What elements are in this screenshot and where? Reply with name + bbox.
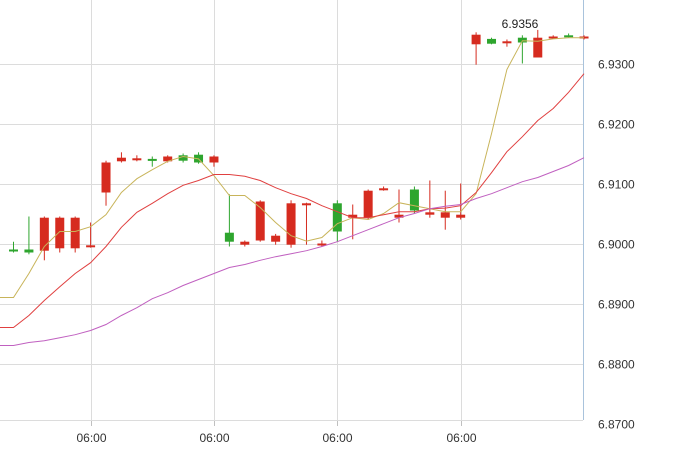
candle [286, 200, 296, 248]
candle-body [240, 241, 250, 245]
candle [271, 233, 281, 245]
y-tick-label: 6.8700 [598, 418, 635, 432]
high-value-label: 6.9356 [502, 17, 539, 31]
y-tick-label: 6.8800 [598, 358, 635, 372]
candle-body [39, 217, 49, 251]
candle [55, 216, 65, 253]
y-tick-label: 6.9200 [598, 118, 635, 132]
x-tick-label: 06:00 [446, 431, 476, 445]
candle [70, 216, 80, 253]
x-tick-labels: 06:00 06:00 06:00 06:00 [76, 431, 476, 445]
ma-long-line [0, 157, 585, 346]
candle-body [178, 155, 188, 161]
candle [132, 155, 142, 162]
candle [147, 156, 157, 167]
y-tick-label: 6.8900 [598, 298, 635, 312]
candle-body [9, 249, 18, 252]
candle [348, 204, 358, 240]
candle-body [363, 190, 373, 218]
x-grid [91, 0, 462, 426]
ma-short-line [0, 37, 584, 298]
y-tick-label: 6.9100 [598, 178, 635, 192]
y-tick-labels: 6.9300 6.9200 6.9100 6.9000 6.8900 6.8800 6.87… [598, 58, 635, 432]
candle [24, 216, 34, 255]
candle-body [132, 158, 142, 161]
candle [471, 32, 481, 65]
candle-body [517, 37, 527, 43]
candle-body [332, 203, 342, 232]
candle [39, 216, 49, 261]
candle-body [533, 37, 543, 58]
candle-body [86, 245, 96, 248]
candle [240, 240, 250, 247]
candle [409, 186, 419, 214]
candle-body [301, 203, 311, 206]
moving-averages [0, 37, 585, 346]
candle [487, 37, 497, 45]
candle-body [55, 217, 65, 249]
candle-body [224, 232, 234, 242]
candle [209, 155, 219, 167]
candle [9, 241, 18, 253]
candle [116, 152, 126, 163]
candle [456, 183, 466, 220]
candle [440, 190, 450, 230]
candle-body [163, 156, 173, 162]
candle-body [286, 203, 296, 245]
candle-body [440, 212, 450, 218]
candle-body [379, 188, 389, 191]
annotations: 6.9356 [502, 17, 539, 31]
grid [0, 64, 583, 365]
candle-body [425, 212, 435, 215]
candle-body [502, 41, 512, 44]
candle-body [456, 214, 466, 218]
candle [301, 202, 311, 245]
candle [178, 153, 188, 163]
candle-body [348, 214, 358, 218]
candle-body [116, 157, 126, 162]
candle-body [271, 235, 281, 242]
candle [564, 33, 574, 38]
x-tick-label: 06:00 [76, 431, 106, 445]
candle-body [564, 35, 574, 38]
candle-body [394, 214, 404, 218]
y-axis [0, 0, 584, 421]
candle-body [24, 249, 34, 253]
candle [224, 194, 234, 247]
candle-body [487, 38, 497, 44]
candle [502, 39, 512, 47]
candle-body [147, 158, 157, 161]
candle [548, 35, 558, 39]
candle-body [209, 156, 219, 163]
candle [363, 189, 373, 220]
candle-body [255, 201, 265, 241]
candle [101, 160, 111, 206]
candle [255, 200, 265, 242]
candle-body [70, 217, 80, 249]
candle-body [317, 243, 327, 246]
y-tick-label: 6.9300 [598, 58, 635, 72]
candle [533, 29, 543, 58]
candle [517, 35, 527, 64]
candle [379, 186, 389, 191]
candle-body [548, 36, 558, 39]
candle-body [579, 36, 589, 39]
candle-body [471, 34, 481, 45]
x-tick-label: 06:00 [199, 431, 229, 445]
candle [394, 189, 404, 223]
candle [332, 200, 342, 242]
y-tick-label: 6.9000 [598, 238, 635, 252]
candle [579, 35, 589, 40]
candle-body [101, 162, 111, 193]
candle-body [409, 189, 419, 211]
candle [317, 240, 327, 247]
x-tick-label: 06:00 [322, 431, 352, 445]
candle [425, 180, 435, 218]
ma-mid-line [0, 73, 585, 328]
